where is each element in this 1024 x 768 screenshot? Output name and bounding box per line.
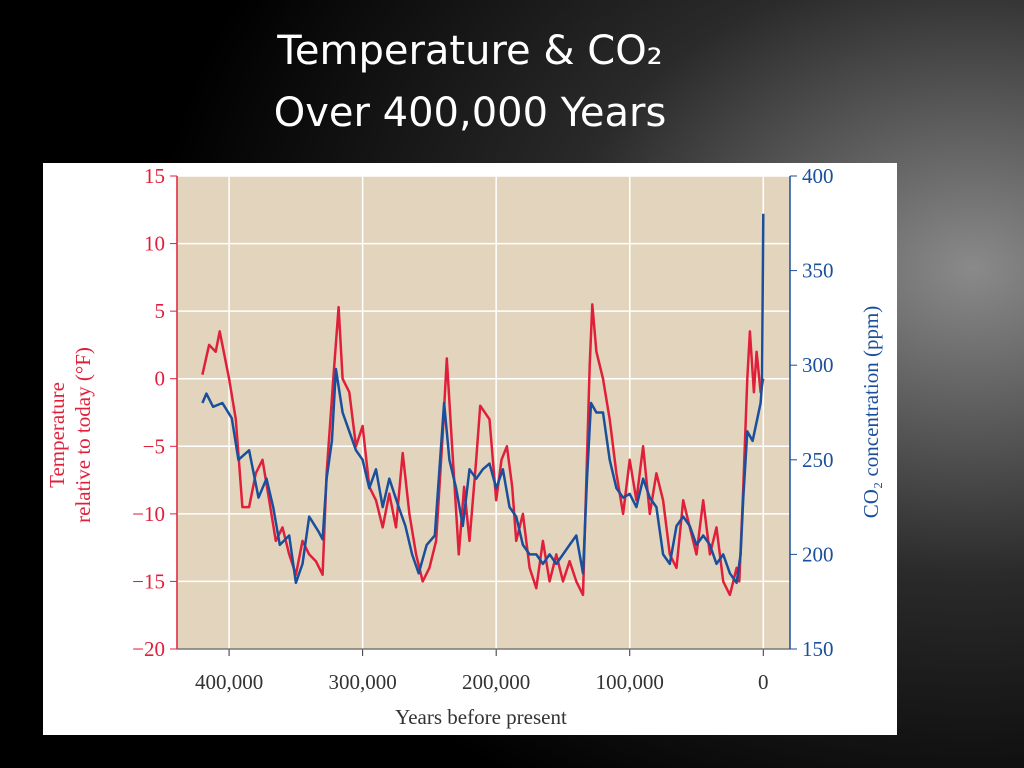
y-tick-label: −5 — [143, 434, 165, 458]
y2-tick-label: 400 — [802, 164, 834, 188]
y-tick-label: 5 — [155, 299, 166, 323]
y-tick-label: 10 — [144, 232, 165, 256]
y2-tick-label: 300 — [802, 353, 834, 377]
x-tick-label: 400,000 — [195, 670, 263, 694]
x-tick-label: 100,000 — [596, 670, 664, 694]
y2-tick-label: 200 — [802, 542, 834, 566]
y-tick-label: 15 — [144, 164, 165, 188]
title-line: Temperature & CO₂ — [276, 28, 662, 74]
y-axis-label: Temperature — [45, 382, 69, 488]
x-tick-label: 0 — [758, 670, 769, 694]
y-tick-label: −10 — [132, 502, 165, 526]
y2-tick-label: 250 — [802, 448, 834, 472]
y-tick-label: 0 — [155, 367, 166, 391]
y-tick-label: −20 — [132, 637, 165, 661]
y2-axis-label: CO₂ concentration (ppm) — [859, 306, 883, 519]
data-line — [201, 213, 765, 585]
x-axis-label: Years before present — [395, 705, 567, 729]
x-tick-label: 200,000 — [462, 670, 530, 694]
title-line: Over 400,000 Years — [274, 90, 667, 136]
y2-tick-label: 350 — [802, 259, 834, 283]
y-axis-label: relative to today (°F) — [71, 347, 95, 523]
x-tick-label: 300,000 — [329, 670, 397, 694]
y2-tick-label: 150 — [802, 637, 834, 661]
y-tick-label: −15 — [132, 569, 165, 593]
